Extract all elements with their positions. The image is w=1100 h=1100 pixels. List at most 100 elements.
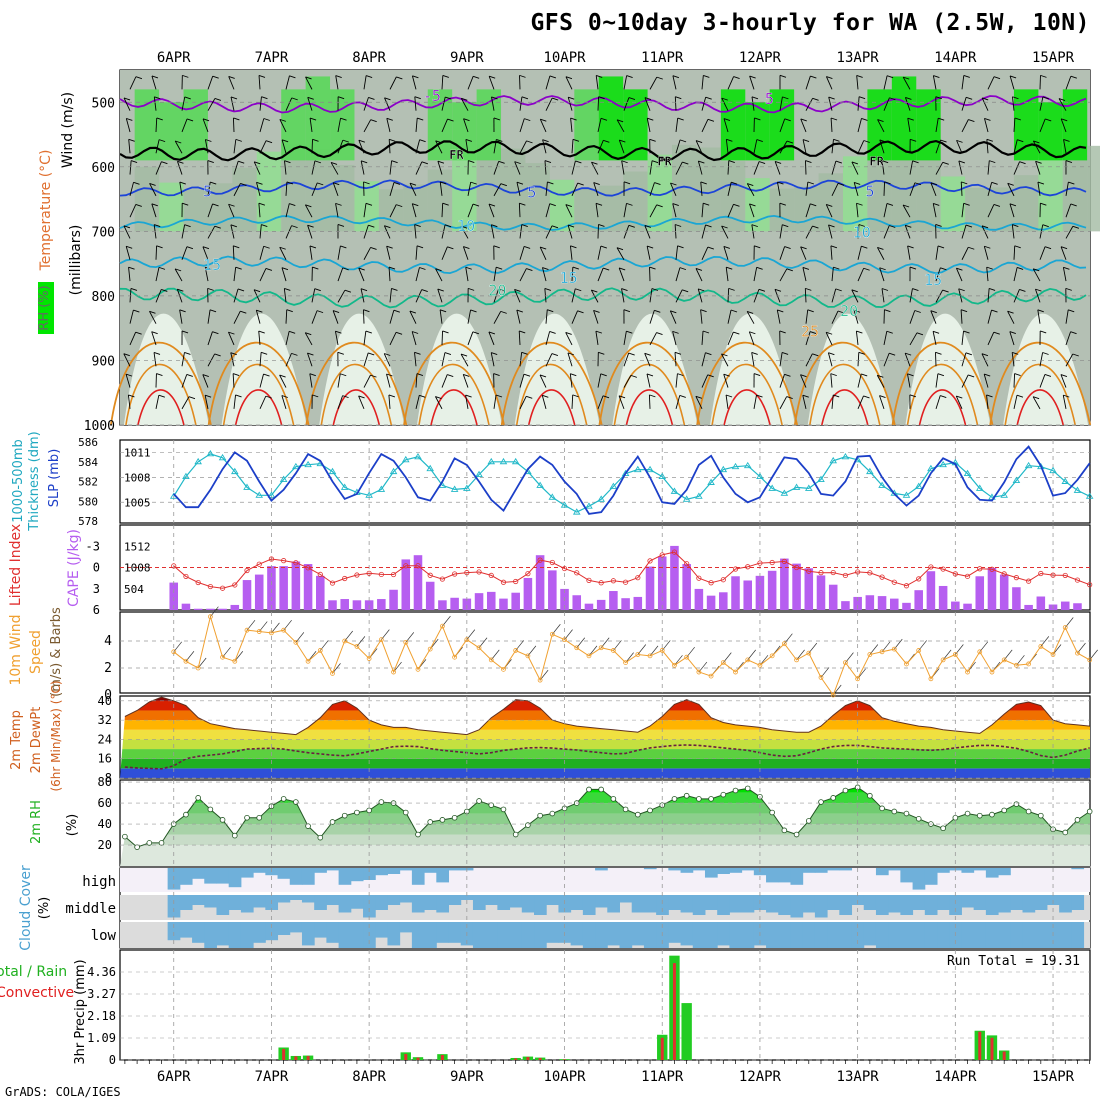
wind-barb-flag <box>963 330 970 334</box>
wind-barb-flag <box>181 330 189 334</box>
wind-barb <box>545 75 551 90</box>
rh-marker <box>231 832 238 839</box>
wind-barb <box>902 204 911 218</box>
wind-speed-marker <box>818 675 824 680</box>
temp-band <box>120 739 1090 750</box>
wind-barb-flag <box>526 395 533 399</box>
wind-speed-marker <box>867 652 873 657</box>
isotherm-25 <box>696 341 798 426</box>
wind-barb-flag <box>209 309 217 313</box>
wind-barb-flag <box>547 181 554 185</box>
wind-barb <box>828 224 833 239</box>
wind-barb <box>805 353 813 367</box>
wind-barb-flag <box>305 332 312 336</box>
cloud-bar-high <box>216 868 230 884</box>
wind-barb-flag <box>182 74 189 78</box>
rh-shade-mid <box>549 179 575 232</box>
wind-barb-flag <box>703 202 710 206</box>
wind-barb-flag <box>1065 160 1073 163</box>
wind-barb-flag <box>1058 98 1066 101</box>
wind-barb <box>727 309 732 324</box>
cloud-bar-middle <box>277 895 291 903</box>
wind-barb <box>987 204 995 218</box>
wind-barb <box>748 331 755 346</box>
wind-barb-flag <box>884 309 891 313</box>
thickness-marker <box>841 452 850 460</box>
wind-barb <box>181 374 188 388</box>
cloud-bar-low <box>937 922 950 948</box>
cloud-bar-low <box>570 922 584 946</box>
wind-barb <box>332 310 339 324</box>
thickness-axis-label: 1000-500mb <box>11 439 26 523</box>
wind-barb-flag <box>807 181 815 185</box>
precip-convective-bar <box>440 1054 444 1060</box>
precip-convective-bar <box>978 1031 982 1060</box>
wind-barb-flag <box>1044 246 1052 250</box>
wind-barb <box>753 139 758 154</box>
wind-barb <box>753 395 757 409</box>
wind-barb-flag <box>1016 266 1024 270</box>
wind-barb <box>571 160 576 175</box>
wind-barb <box>595 75 599 90</box>
wind-barb-flag <box>151 331 158 335</box>
wind-barb <box>961 247 969 260</box>
wind-barb <box>805 160 807 175</box>
wind-barb <box>386 118 391 133</box>
li-marker <box>500 579 507 585</box>
wind-barb <box>123 97 131 111</box>
wind-barb <box>675 161 683 175</box>
cloud-bar-low <box>704 922 718 948</box>
cloud-bar-low <box>399 922 413 933</box>
wind-barb-flag <box>256 309 263 313</box>
rh-marker <box>488 802 495 808</box>
wind-barb <box>623 203 627 218</box>
wind-barb <box>181 118 188 133</box>
wind-barb-flag <box>1009 331 1016 335</box>
wind-barb <box>616 247 625 260</box>
wind-barb <box>129 76 137 90</box>
wind-barb-flag <box>572 394 579 398</box>
wind-barb-flag <box>551 353 559 356</box>
wind-barb-flag <box>1063 139 1070 142</box>
wind-barb <box>591 161 599 175</box>
wind-barbs-axis-label: (m/s) & Barbs <box>49 607 64 697</box>
cloud-bar-middle <box>350 895 364 909</box>
thickness-marker <box>780 489 789 496</box>
wind-speed-marker <box>769 653 775 659</box>
wind-barb-flag <box>335 75 342 78</box>
wind-barb <box>1013 139 1018 154</box>
wind-barb <box>1065 226 1074 239</box>
wind10m-axis-label: 10m Wind <box>8 614 24 685</box>
wind-barb-flag <box>1070 75 1077 79</box>
cloud-bar-low <box>863 922 877 946</box>
wind-barb <box>597 245 602 260</box>
cape-bar <box>1036 596 1046 610</box>
wind-speed-marker <box>207 614 213 620</box>
wind-barb-flag <box>265 395 272 399</box>
cloud-bar-middle <box>863 895 877 910</box>
wind-barb <box>961 119 969 133</box>
wind-barb-flag <box>570 373 577 377</box>
wind-barb <box>881 288 885 303</box>
li-marker <box>586 577 592 583</box>
thickness-tick-label: 586 <box>78 436 98 449</box>
rh-shade-mid <box>159 182 184 232</box>
cape-axis-label: CAPE (J/kg) <box>66 529 82 607</box>
wind-barb <box>930 310 937 324</box>
rh-marker <box>598 786 604 793</box>
cloud-bar-low <box>301 922 315 946</box>
wind-barb <box>981 353 989 367</box>
wind-barb-flag <box>679 394 686 398</box>
thickness-marker <box>279 475 288 482</box>
wind-barb-flag <box>886 75 894 79</box>
pressure-tick-label: 600 <box>92 161 115 176</box>
wind-barb <box>460 98 469 111</box>
thickness-marker <box>768 484 776 491</box>
panel-frame-slp <box>119 439 1091 524</box>
wind-barb <box>259 140 267 154</box>
wind-speed-marker <box>1075 650 1080 656</box>
wind-barb-flag <box>540 118 547 122</box>
wind-speed-marker <box>757 662 763 668</box>
wind-barb <box>285 353 292 367</box>
wind-barb <box>1060 246 1067 260</box>
